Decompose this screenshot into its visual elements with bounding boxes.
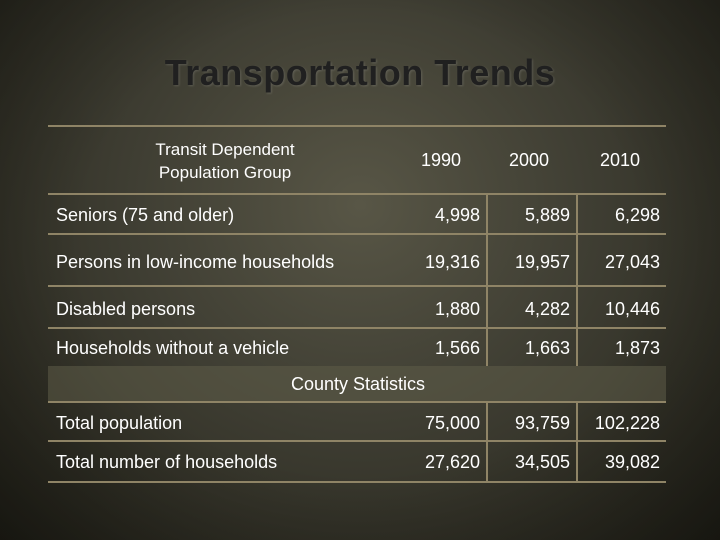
row-label: Disabled persons [56, 299, 196, 319]
row-value-2010: 39,082 [604, 452, 660, 472]
row-value-2000: 19,957 [514, 252, 570, 272]
header-year-2010: 2010 [599, 150, 641, 170]
header-year-2000: 2000 [508, 150, 550, 170]
section-band [48, 366, 666, 402]
row-value-1990: 75,000 [424, 413, 480, 433]
column-separator [486, 401, 488, 481]
header-year-1990: 1990 [420, 150, 462, 170]
row-value-2000: 93,759 [514, 413, 570, 433]
row-value-2010: 6,298 [614, 205, 660, 225]
row-rule [48, 233, 666, 235]
table-top-rule [48, 125, 666, 127]
row-value-2000: 34,505 [514, 452, 570, 472]
row-value-2000: 5,889 [524, 205, 570, 225]
column-separator [576, 401, 578, 481]
row-value-2000: 1,663 [524, 338, 570, 358]
row-value-2010: 102,228 [594, 413, 660, 433]
section-rule [48, 401, 666, 403]
row-value-1990: 27,620 [424, 452, 480, 472]
row-label: Total population [56, 413, 183, 433]
row-value-1990: 4,998 [434, 205, 480, 225]
row-label: Total number of households [56, 452, 278, 472]
section-label-county-statistics: County Statistics [290, 374, 426, 394]
table-bottom-rule [48, 481, 666, 483]
row-value-2010: 27,043 [604, 252, 660, 272]
row-label: Seniors (75 and older) [56, 205, 235, 225]
row-value-1990: 1,880 [434, 299, 480, 319]
row-rule [48, 440, 666, 442]
row-label: Persons in low-income households [56, 252, 335, 272]
row-rule [48, 285, 666, 287]
row-value-1990: 19,316 [424, 252, 480, 272]
row-value-2010: 10,446 [604, 299, 660, 319]
slide-title: Transportation Trends [164, 52, 556, 93]
column-separator [486, 193, 488, 366]
column-separator [576, 193, 578, 366]
header-group-label: Transit Dependent Population Group [155, 140, 295, 182]
row-value-1990: 1,566 [434, 338, 480, 358]
row-value-2000: 4,282 [524, 299, 570, 319]
row-value-2010: 1,873 [614, 338, 660, 358]
header-bottom-rule [48, 193, 666, 195]
row-label: Households without a vehicle [56, 338, 290, 358]
row-rule [48, 327, 666, 329]
